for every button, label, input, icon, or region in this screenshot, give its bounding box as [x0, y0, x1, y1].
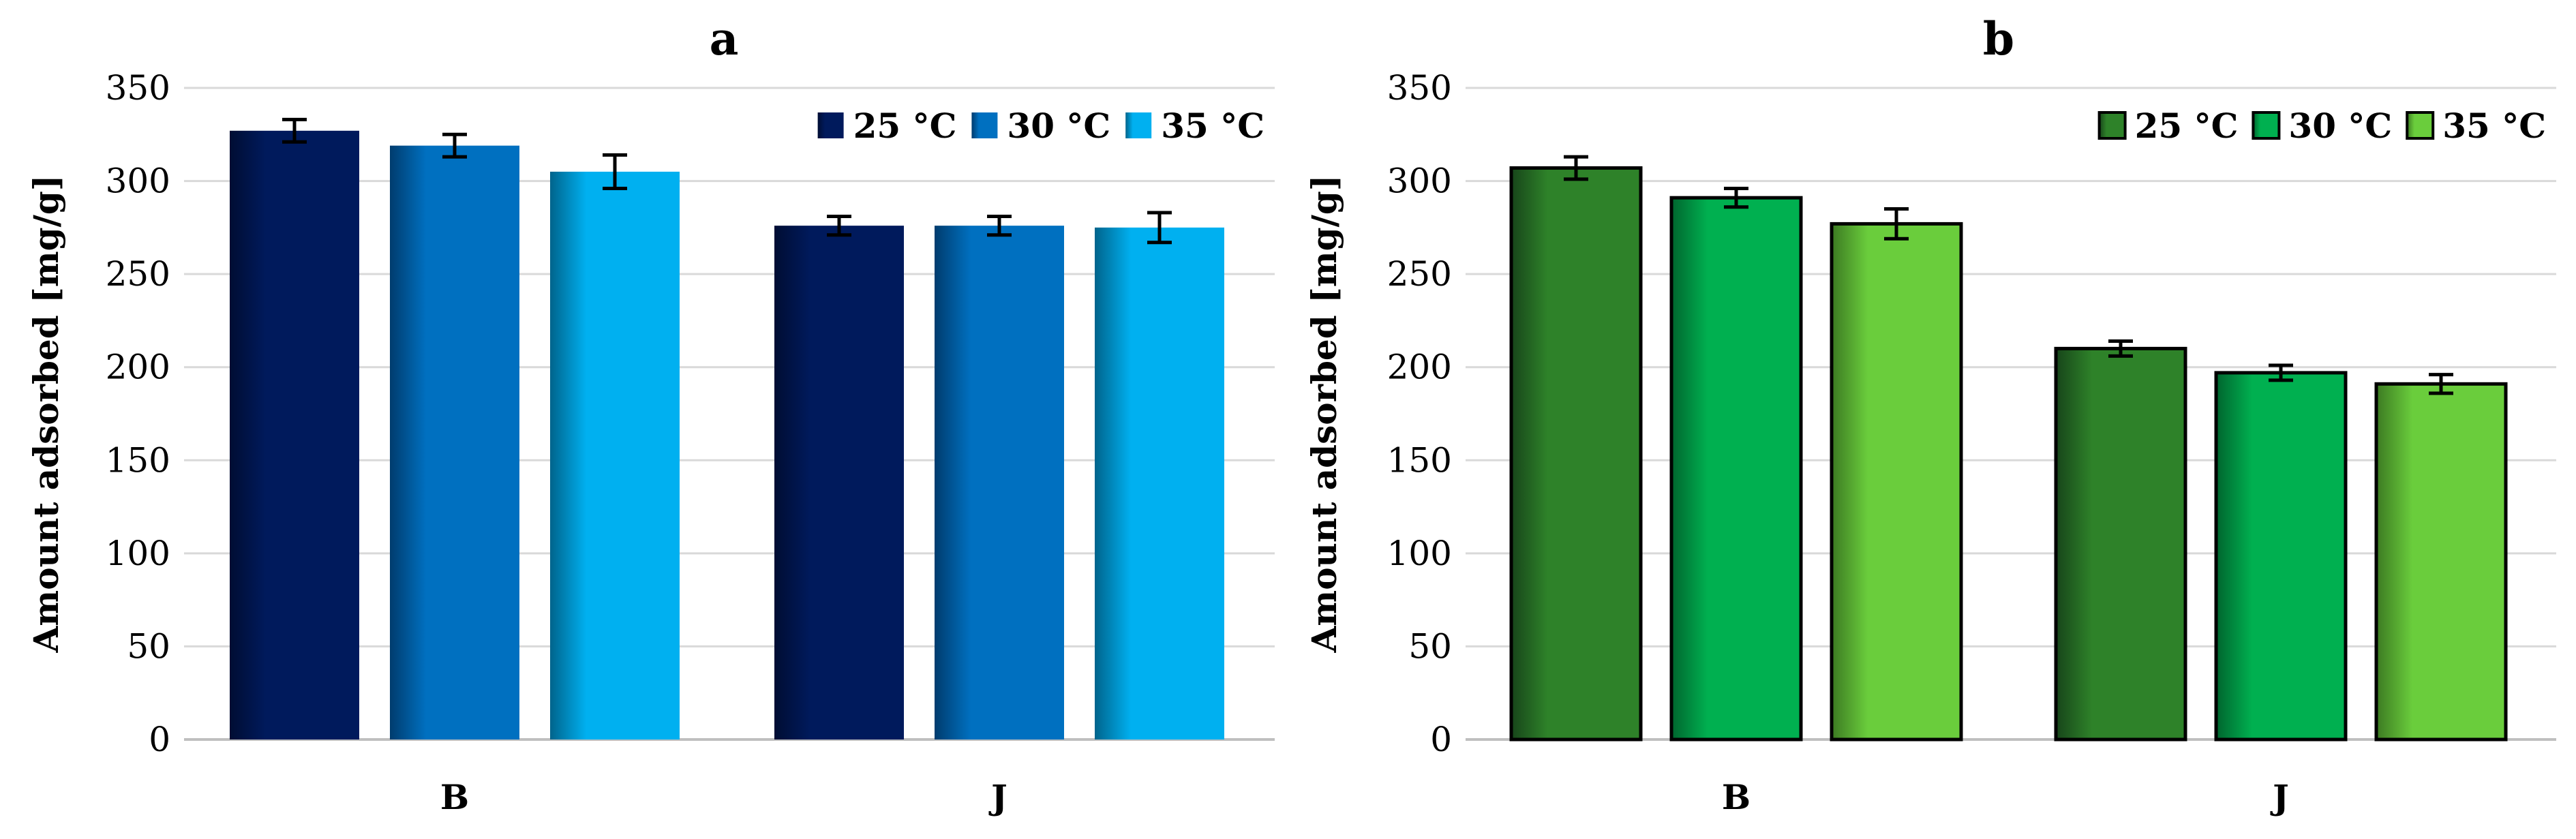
y-tick-label: 100 — [106, 534, 170, 573]
legend-label: 30 °C — [1007, 106, 1110, 146]
legend-swatch — [2252, 111, 2281, 140]
y-tick-label: 50 — [127, 626, 170, 666]
y-tick-label: 50 — [1408, 626, 1452, 666]
y-tick-label: 150 — [106, 440, 170, 480]
y-axis-label: Amount adsorbed [mg/g] — [26, 174, 66, 653]
y-tick-label: 150 — [1387, 440, 1452, 480]
y-tick-label: 350 — [106, 68, 170, 108]
legend-swatch — [971, 112, 998, 138]
chart-panel-a: a Amount adsorbed [mg/g] 0 50 100 150 200 250 30… — [26, 12, 1275, 817]
legend-label: 25 °C — [2135, 106, 2239, 146]
bar-B-1 — [1669, 196, 1803, 742]
bar-B-0 — [1509, 166, 1643, 742]
x-category-label: J — [988, 777, 1007, 817]
legend-label: 35 °C — [2442, 106, 2546, 146]
chart-title: b — [1983, 12, 2014, 65]
y-tick-label: 300 — [1387, 162, 1452, 201]
y-tick-label: 0 — [1430, 720, 1452, 759]
bar-J-1 — [935, 226, 1064, 739]
bar-B-2 — [550, 171, 680, 739]
bar-J-2 — [2374, 382, 2508, 742]
y-axis-label: Amount adsorbed [mg/g] — [1304, 174, 1344, 653]
legend-swatch — [1125, 112, 1152, 138]
x-category-label: J — [2270, 777, 2289, 817]
bar-B-1 — [390, 145, 519, 739]
bar-J-1 — [2214, 371, 2348, 742]
y-tick-label: 250 — [1387, 254, 1452, 294]
bar-J-0 — [2054, 346, 2187, 742]
x-category-label: B — [440, 777, 469, 817]
bar-B-2 — [1830, 222, 1963, 742]
y-tick-label: 300 — [106, 162, 170, 201]
y-tick-label: 350 — [1387, 68, 1452, 108]
legend-swatch — [817, 112, 844, 138]
bar-J-2 — [1095, 227, 1224, 739]
legend-label: 30 °C — [2288, 106, 2392, 146]
legend-label: 25 °C — [853, 106, 957, 146]
legend-swatch — [2406, 111, 2435, 140]
chart-title: a — [710, 12, 739, 65]
y-tick-label: 250 — [106, 254, 170, 294]
y-tick-label: 0 — [149, 720, 170, 759]
y-tick-label: 200 — [106, 348, 170, 387]
y-tick-label: 100 — [1387, 534, 1452, 573]
legend-swatch — [2097, 111, 2127, 140]
chart-panel-b: b Amount adsorbed [mg/g] 0 50 100 150 200 250 30… — [1304, 12, 2556, 817]
y-tick-label: 200 — [1387, 348, 1452, 387]
bar-J-0 — [774, 226, 904, 739]
x-category-label: B — [1722, 777, 1751, 817]
legend-label: 35 °C — [1161, 106, 1264, 146]
bar-B-0 — [230, 130, 359, 739]
